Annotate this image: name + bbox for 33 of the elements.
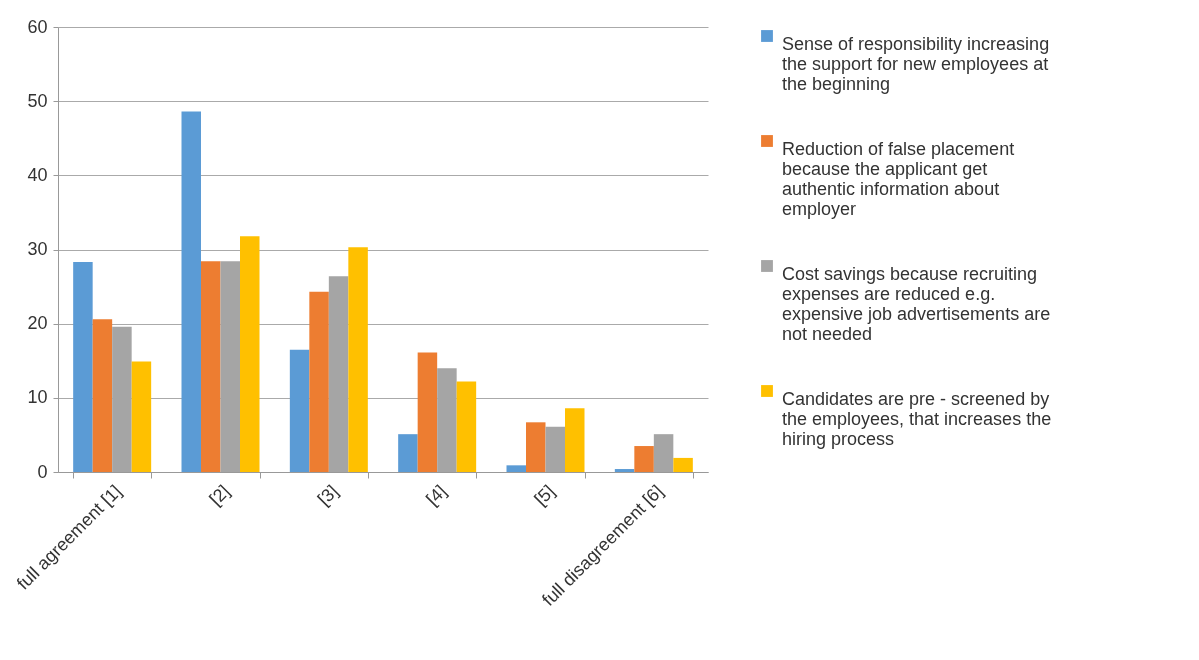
legend-label: Candidates are pre - screened by the employees, that increases the hiring process [782, 389, 1052, 449]
y-tick-label: 60 [27, 16, 48, 37]
x-tick-label: [5] [530, 481, 559, 510]
legend-label: Reduction of false placement because the applicant get authentic information about employer [782, 139, 1015, 219]
bar [181, 111, 201, 472]
bar [131, 361, 152, 472]
y-tick-label: 50 [27, 90, 48, 111]
bar [92, 319, 113, 472]
bar [240, 236, 260, 472]
bar [634, 446, 654, 472]
bar [348, 247, 368, 472]
bar [201, 261, 221, 472]
bar [614, 469, 635, 472]
bar [526, 422, 546, 472]
y-tick-label: 20 [27, 313, 48, 334]
bar [73, 262, 93, 472]
x-tick-label: [2] [205, 481, 234, 510]
y-tick-label: 10 [27, 387, 48, 408]
bar [417, 352, 438, 472]
y-tick-label: 30 [27, 239, 48, 259]
legend-label: Cost savings because recruiting expenses are reduced e.g. expensive job advertisements are not needed [782, 264, 1051, 344]
x-tick-label: [3] [313, 481, 343, 510]
bar [309, 291, 329, 472]
bar [456, 381, 477, 472]
x-tick-label: [4] [422, 481, 451, 510]
y-tick-label: 0 [37, 461, 48, 482]
bar [673, 457, 693, 472]
y-tick-label: 40 [27, 164, 48, 185]
legend-label: Sense of responsibility increasing the support for new employees at the beginning [782, 34, 1050, 94]
bar [506, 465, 526, 472]
bar [398, 434, 418, 472]
bar [289, 349, 310, 472]
bar [565, 408, 585, 472]
